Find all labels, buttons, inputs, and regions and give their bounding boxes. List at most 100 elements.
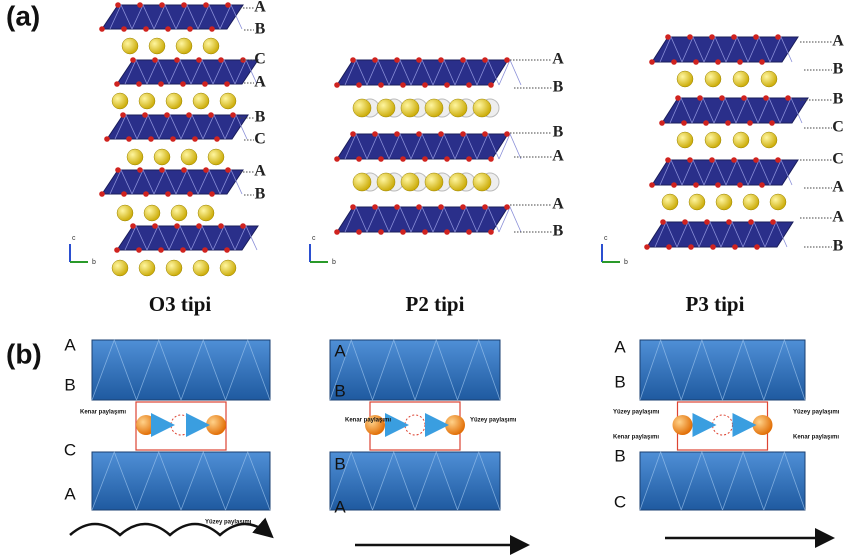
sodium: [401, 173, 419, 191]
sodium: [139, 93, 155, 109]
sodium: [353, 173, 371, 191]
stacking-letter: C: [254, 131, 266, 148]
oxygen: [350, 131, 356, 137]
oxygen: [225, 2, 231, 8]
oxygen: [120, 112, 126, 118]
oxygen: [203, 167, 209, 173]
oxygen: [164, 112, 170, 118]
sodium: [662, 194, 678, 210]
sodium: [449, 99, 467, 117]
sodium: [770, 194, 786, 210]
oxygen: [715, 182, 721, 188]
oxygen: [665, 34, 671, 40]
oxygen: [158, 81, 164, 87]
oxygen: [130, 57, 136, 63]
oxygen: [504, 131, 510, 137]
sodium: [149, 38, 165, 54]
note: Kenar paylaşımı: [345, 418, 391, 424]
sodium: [353, 99, 371, 117]
oxygen: [180, 81, 186, 87]
oxygen: [224, 81, 230, 87]
oxygen: [240, 223, 246, 229]
oxygen: [152, 57, 158, 63]
oxygen: [460, 57, 466, 63]
oxygen: [422, 229, 428, 235]
oxygen: [671, 182, 677, 188]
sodium: [166, 260, 182, 276]
oxygen: [416, 204, 422, 210]
oxygen: [416, 57, 422, 63]
stacking-letter: B: [833, 91, 844, 108]
oxygen: [159, 167, 165, 173]
oxygen: [372, 131, 378, 137]
oxygen: [444, 229, 450, 235]
stacking-letter: B: [553, 124, 564, 141]
layer-letter: B: [334, 381, 345, 400]
oxygen: [350, 57, 356, 63]
oxygen: [731, 157, 737, 163]
vacancy: [171, 415, 191, 435]
layer-letter: B: [614, 372, 625, 391]
sodium: [208, 149, 224, 165]
oxygen: [218, 223, 224, 229]
sodium: [761, 71, 777, 87]
stacking-letter: A: [254, 163, 266, 180]
oxygen: [482, 131, 488, 137]
sodium: [198, 205, 214, 221]
oxygen: [697, 95, 703, 101]
sodium: [743, 194, 759, 210]
layer-letter: A: [64, 484, 76, 503]
oxygen: [104, 136, 110, 142]
axis-label: b: [92, 259, 96, 266]
panel-label: (a): [6, 0, 40, 31]
oxygen: [225, 167, 231, 173]
note: Kenar paylaşımı: [613, 435, 659, 441]
layer-letter: C: [64, 440, 76, 459]
oxygen: [230, 112, 236, 118]
oxygen: [196, 57, 202, 63]
oxygen: [741, 95, 747, 101]
oxygen: [142, 112, 148, 118]
sodium: [127, 149, 143, 165]
oxygen: [504, 57, 510, 63]
sodium: [733, 71, 749, 87]
oxygen: [203, 2, 209, 8]
oxygen: [754, 244, 760, 250]
diffusion-path: [70, 524, 270, 535]
sodium: [166, 93, 182, 109]
oxygen: [731, 34, 737, 40]
octahedra-block: [640, 340, 805, 400]
oxygen: [148, 136, 154, 142]
oxygen: [130, 223, 136, 229]
sodium: [677, 132, 693, 148]
oxygen: [356, 82, 362, 88]
oxygen: [488, 229, 494, 235]
oxygen: [192, 136, 198, 142]
axis-label: c: [604, 235, 608, 242]
oxygen: [356, 229, 362, 235]
oxygen: [209, 26, 215, 32]
oxygen: [775, 157, 781, 163]
oxygen: [121, 191, 127, 197]
oxygen: [143, 26, 149, 32]
stacking-letter: B: [255, 109, 266, 126]
slab: [662, 98, 808, 123]
note: Yüzey paylaşımı: [470, 418, 517, 424]
oxygen: [709, 157, 715, 163]
oxygen: [394, 204, 400, 210]
oxygen: [202, 247, 208, 253]
oxygen: [422, 156, 428, 162]
stacking-letter: B: [833, 61, 844, 78]
sodium: [144, 205, 160, 221]
sodium: [139, 260, 155, 276]
oxygen: [137, 167, 143, 173]
oxygen: [710, 244, 716, 250]
oxygen: [726, 219, 732, 225]
oxygen: [214, 136, 220, 142]
type-title: O3 tipi: [149, 292, 212, 316]
oxygen: [224, 247, 230, 253]
stacking-letter: B: [255, 186, 266, 203]
oxygen: [770, 219, 776, 225]
oxygen: [334, 229, 340, 235]
oxygen: [693, 182, 699, 188]
